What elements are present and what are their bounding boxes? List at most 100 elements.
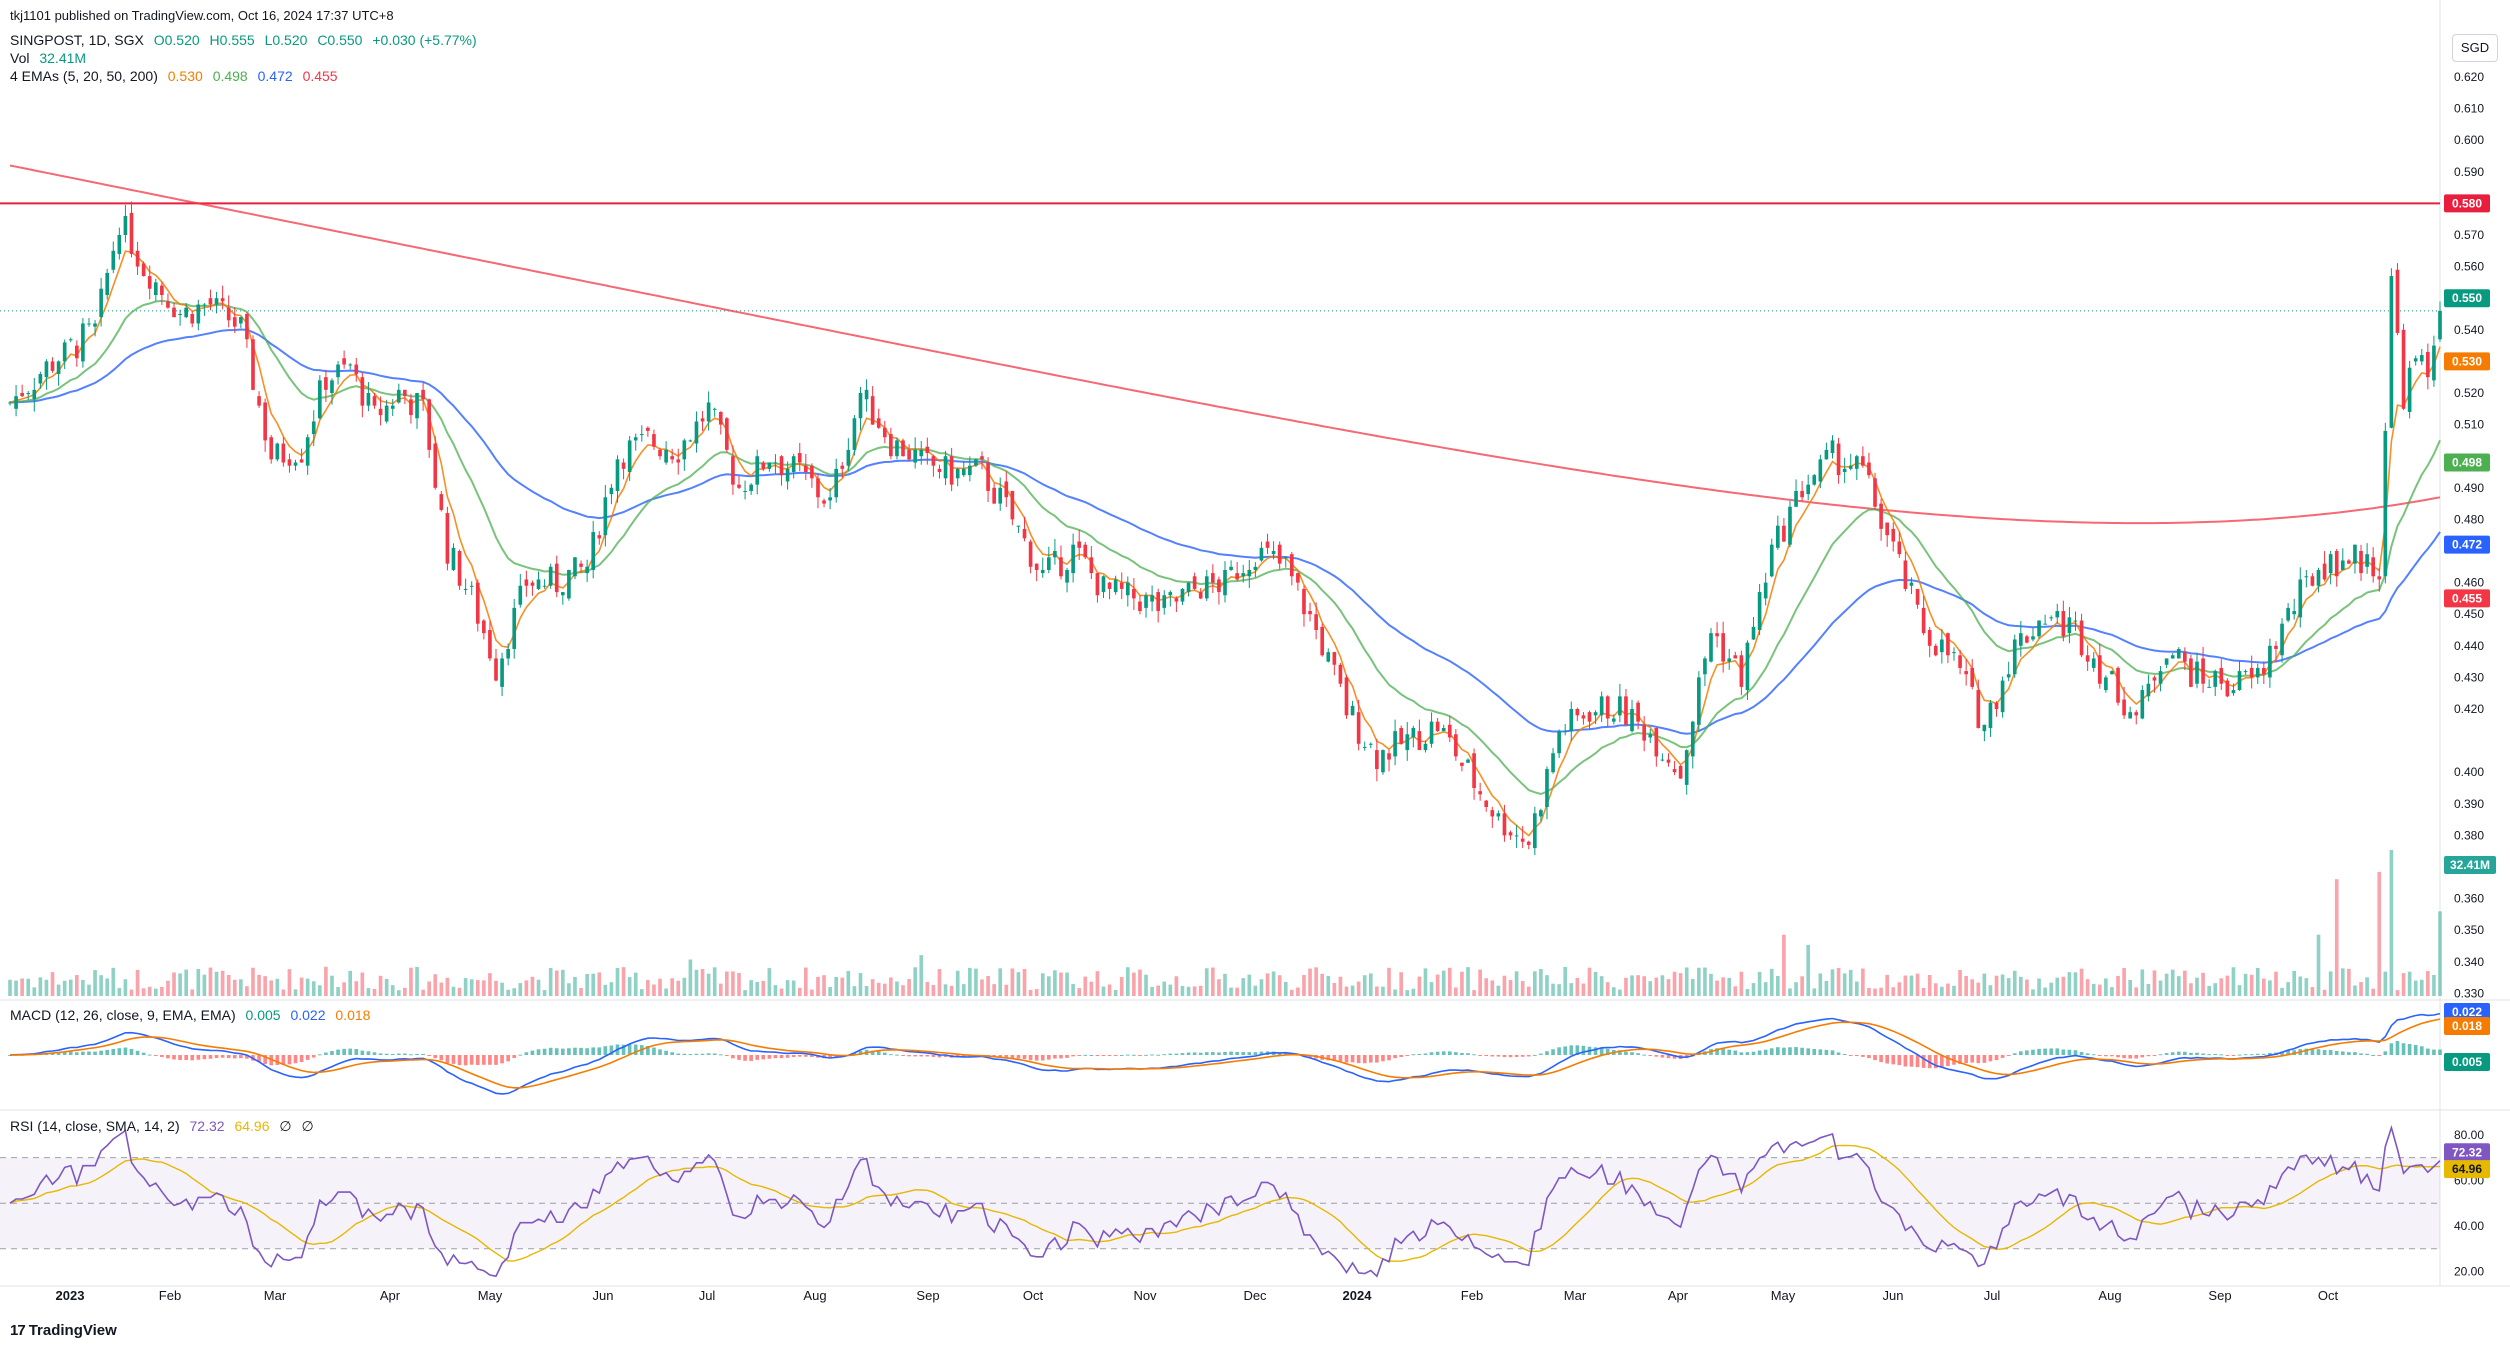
close-value: C0.550: [317, 32, 363, 48]
volume-bar: [1769, 968, 1774, 996]
candle-body: [1678, 765, 1683, 779]
volume-bar: [1047, 976, 1051, 996]
volume-bar: [75, 975, 79, 996]
volume-bar: [1533, 971, 1537, 996]
macd-histogram-bar: [2316, 1049, 2321, 1055]
macd-histogram-bar: [609, 1045, 614, 1055]
volume-bar: [1065, 972, 1069, 996]
candle-body: [518, 585, 523, 605]
macd-histogram-bar: [172, 1055, 176, 1060]
macd-histogram-bar: [2146, 1055, 2151, 1057]
macd-histogram-bar: [1405, 1055, 1410, 1056]
volume-bar: [147, 986, 152, 996]
tradingview-logo[interactable]: 17 TradingView: [10, 1322, 117, 1339]
volume-bar: [725, 971, 729, 996]
rsi-label[interactable]: RSI (14, close, SMA, 14, 2): [10, 1118, 180, 1134]
candle-body: [998, 487, 1003, 504]
macd-histogram-bar: [1192, 1052, 1197, 1055]
ema-label[interactable]: 4 EMAs (5, 20, 50, 200): [10, 68, 158, 84]
candle-body: [1186, 582, 1191, 593]
price-tick-label: 0.540: [2454, 323, 2484, 337]
volume-bar: [1794, 982, 1798, 996]
candle-body: [1788, 506, 1792, 545]
time-tick-label: Aug: [803, 1288, 826, 1303]
volume-bar: [864, 986, 869, 996]
candle-body: [1144, 595, 1148, 608]
candle-body: [536, 579, 541, 589]
candle-body: [2073, 620, 2078, 622]
macd-histogram-bar: [749, 1055, 753, 1061]
volume-bar: [2432, 975, 2436, 996]
candle-body: [816, 478, 820, 498]
macd-histogram-bar: [384, 1053, 389, 1055]
candle-body: [2304, 576, 2309, 578]
volume-bar: [530, 976, 535, 996]
volume-bar: [360, 972, 365, 996]
candle-body: [1326, 652, 1331, 662]
volume-bar: [475, 980, 480, 996]
candle-body: [2055, 611, 2060, 618]
macd-histogram-bar: [409, 1054, 413, 1056]
macd-histogram-bar: [1174, 1053, 1179, 1055]
volume-bar: [603, 984, 608, 996]
volume-bar: [105, 978, 110, 996]
candle-body: [700, 418, 705, 422]
macd-histogram-bar: [1514, 1055, 1519, 1057]
volume-bar: [1739, 971, 1744, 996]
candle-body: [761, 462, 766, 469]
rsi-lower-value: ∅: [301, 1118, 314, 1134]
candle-body: [178, 313, 182, 315]
macd-histogram-bar: [2140, 1055, 2145, 1058]
candle-body: [403, 389, 407, 397]
volume-bar: [1751, 983, 1756, 996]
volume-bar: [2377, 871, 2382, 996]
volume-label[interactable]: Vol: [10, 50, 30, 66]
candle-body: [1697, 677, 1701, 725]
candle-body: [1776, 525, 1780, 548]
candle-body: [1447, 724, 1452, 738]
candle-body: [38, 374, 43, 384]
candle-body: [2274, 645, 2278, 649]
candle-body: [688, 440, 693, 442]
volume-bar: [178, 973, 182, 996]
candle-body: [26, 392, 31, 394]
macd-histogram-bar: [870, 1050, 875, 1055]
volume-bar: [2146, 983, 2151, 996]
volume-bar: [1903, 975, 1908, 996]
candle-body: [415, 392, 419, 419]
macd-histogram-bar: [1393, 1055, 1397, 1059]
macd-histogram-bar: [1751, 1051, 1756, 1055]
volume-bar: [445, 977, 450, 996]
candle-body: [2164, 658, 2169, 665]
candle-body: [475, 582, 480, 624]
macd-histogram-bar: [621, 1044, 626, 1055]
volume-bar: [1861, 968, 1865, 996]
candle-body: [87, 323, 91, 325]
candle-body: [1350, 705, 1355, 716]
macd-histogram-bar: [1101, 1055, 1106, 1056]
candle-body: [834, 468, 839, 498]
macd-histogram-bar: [1636, 1053, 1640, 1055]
candle-body: [725, 418, 729, 450]
candle-body: [1982, 724, 1987, 732]
macd-histogram-bar: [1047, 1055, 1051, 1060]
volume-bar: [2243, 973, 2248, 996]
volume-bar: [1283, 981, 1288, 996]
volume-bar: [1642, 976, 1646, 996]
price-badge: [2444, 453, 2490, 472]
macd-histogram-bar: [1338, 1055, 1343, 1062]
macd-label[interactable]: MACD (12, 26, close, 9, EMA, EMA): [10, 1007, 236, 1023]
macd-histogram-bar: [2334, 1050, 2339, 1055]
currency-button[interactable]: SGD: [2452, 34, 2498, 62]
volume-bar: [2006, 978, 2011, 996]
macd-histogram-bar: [1454, 1052, 1458, 1055]
symbol-label[interactable]: SINGPOST, 1D, SGX: [10, 32, 144, 48]
candle-body: [2371, 557, 2375, 577]
candle-body: [2158, 671, 2163, 684]
macd-histogram-bar: [123, 1047, 128, 1055]
volume-bar: [1496, 985, 1501, 996]
macd-histogram-bar: [2116, 1055, 2120, 1058]
candle-body: [1156, 592, 1160, 612]
macd-histogram-bar: [81, 1051, 85, 1055]
